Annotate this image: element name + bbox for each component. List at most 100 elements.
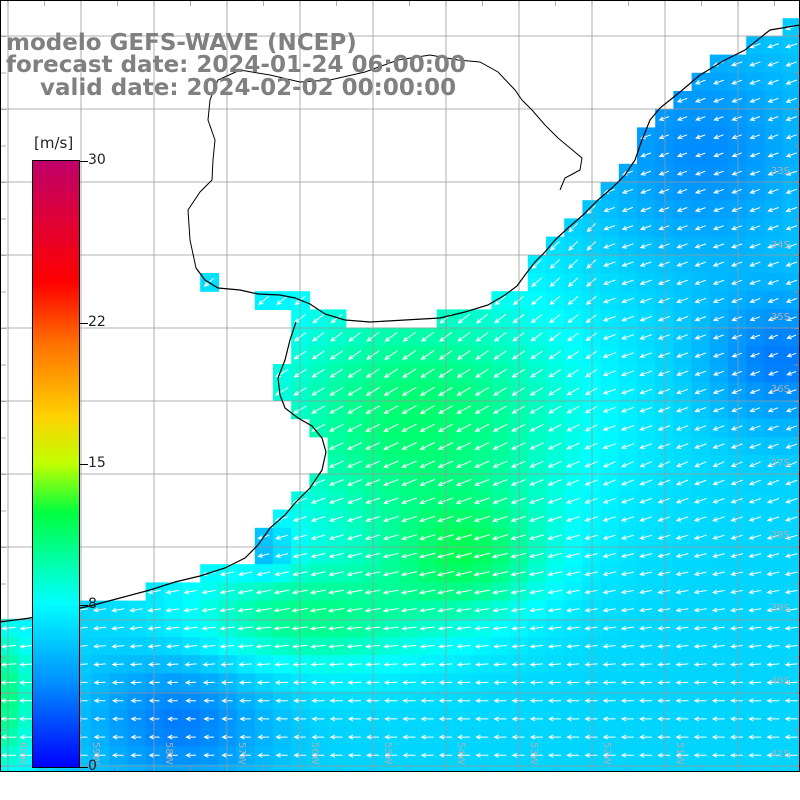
wind-vector-arrow	[474, 442, 490, 450]
wind-vector-arrow	[694, 261, 707, 267]
wind-vector-arrow	[548, 332, 561, 342]
wind-vector-arrow	[309, 607, 327, 613]
wind-vector-arrow	[19, 625, 34, 631]
colorbar	[32, 160, 80, 768]
wind-vector-arrow	[784, 752, 798, 758]
wind-vector-arrow	[419, 607, 436, 613]
wind-vector-arrow	[657, 698, 671, 704]
wind-vector-arrow	[419, 625, 435, 631]
wind-vector-arrow	[695, 152, 706, 158]
wind-vector-arrow	[492, 589, 508, 595]
wind-vector-arrow	[165, 625, 180, 631]
wind-vector-arrow	[675, 516, 689, 522]
wind-vector-arrow	[766, 625, 780, 631]
wind-vector-arrow	[620, 534, 634, 540]
wind-vector-arrow	[19, 734, 35, 740]
wind-vector-arrow	[730, 607, 744, 613]
wind-vector-arrow	[401, 643, 417, 649]
wind-vector-arrow	[657, 607, 671, 613]
wind-vector-arrow	[602, 662, 616, 667]
wind-vector-arrow	[0, 680, 17, 686]
wind-vector-arrow	[548, 752, 561, 758]
wind-vector-arrow	[257, 716, 270, 722]
wind-vector-arrow	[657, 643, 671, 649]
wind-vector-arrow	[221, 698, 233, 704]
wind-vector-arrow	[383, 497, 399, 505]
wind-vector-arrow	[565, 571, 580, 577]
wind-vector-arrow	[473, 534, 491, 541]
wind-vector-arrow	[658, 116, 670, 121]
wind-vector-arrow	[530, 368, 544, 378]
wind-vector-arrow	[473, 589, 490, 595]
wind-vector-arrow	[730, 716, 743, 722]
wind-vector-arrow	[0, 716, 17, 722]
wind-vector-arrow	[384, 752, 398, 758]
wind-vector-arrow	[330, 332, 343, 342]
wind-vector-arrow	[220, 680, 234, 685]
wind-vector-arrow	[148, 661, 161, 667]
wind-vector-arrow	[401, 386, 417, 396]
wind-vector-arrow	[657, 352, 671, 358]
wind-vector-arrow	[311, 350, 325, 360]
wind-vector-arrow	[620, 479, 634, 486]
wind-vector-arrow	[785, 116, 797, 122]
wind-vector-arrow	[457, 313, 471, 324]
wind-vector-arrow	[675, 388, 689, 395]
wind-vector-arrow	[568, 222, 578, 233]
wind-vector-arrow	[766, 589, 780, 595]
coastline	[195, 24, 800, 323]
wind-vector-arrow	[456, 643, 471, 649]
wind-vector-arrow	[311, 368, 325, 378]
wind-vector-arrow	[602, 479, 616, 486]
wind-vector-arrow	[383, 423, 399, 432]
wind-vector-arrow	[382, 589, 399, 595]
wind-vector-arrow	[713, 188, 724, 194]
wind-vector-arrow	[547, 442, 562, 450]
wind-vector-arrow	[768, 352, 778, 358]
wind-vector-arrow	[639, 461, 653, 468]
wind-vector-arrow	[568, 259, 579, 269]
wind-vector-arrow	[657, 443, 671, 449]
wind-vector-arrow	[493, 368, 507, 378]
wind-vector-arrow	[529, 716, 543, 722]
wind-vector-arrow	[767, 61, 779, 67]
wind-vector-arrow	[383, 442, 399, 450]
wind-vector-arrow	[475, 734, 489, 740]
wind-vector-arrow	[238, 662, 252, 667]
wind-vector-arrow	[548, 350, 561, 360]
wind-vector-arrow	[585, 314, 597, 324]
wind-vector-arrow	[419, 423, 436, 432]
colorbar-tick	[80, 322, 88, 324]
wind-vector-arrow	[711, 553, 725, 558]
wind-vector-arrow	[256, 571, 271, 577]
wind-vector-field	[0, 24, 798, 795]
lat-lon-grid: 33S 34S 35S 36S 37S 38S 39S 40S 41S 60W 59W 58W 57W 5…	[0, 0, 800, 772]
wind-vector-arrow	[767, 279, 779, 285]
wind-vector-arrow	[640, 188, 652, 194]
wind-vector-arrow	[785, 79, 798, 85]
wind-vector-arrow	[201, 589, 216, 595]
wind-vector-arrow	[620, 716, 634, 722]
wind-vector-arrow	[530, 314, 543, 324]
wind-vector-arrow	[529, 442, 544, 450]
wind-vector-arrow	[455, 552, 473, 559]
wind-vector-arrow	[584, 589, 598, 595]
wind-vector-arrow	[347, 698, 361, 704]
wind-vector-arrow	[455, 534, 473, 541]
wind-vector-arrow	[0, 698, 17, 704]
wind-vector-arrow	[784, 680, 798, 685]
wind-vector-arrow	[731, 170, 742, 176]
wind-vector-arrow	[529, 479, 544, 486]
longitude-label: 54W	[455, 742, 466, 765]
wind-vector-arrow	[311, 752, 325, 758]
wind-vector-arrow	[602, 516, 616, 522]
wind-vector-arrow	[566, 680, 580, 685]
wind-vector-arrow	[713, 170, 724, 176]
wind-vector-arrow	[621, 188, 634, 194]
wind-vector-arrow	[713, 134, 724, 140]
wind-vector-arrow	[749, 79, 761, 85]
wind-vector-arrow	[602, 716, 616, 722]
wind-vector-arrow	[767, 170, 779, 176]
wind-vector-arrow	[711, 752, 725, 758]
wind-vector-arrow	[312, 313, 325, 324]
